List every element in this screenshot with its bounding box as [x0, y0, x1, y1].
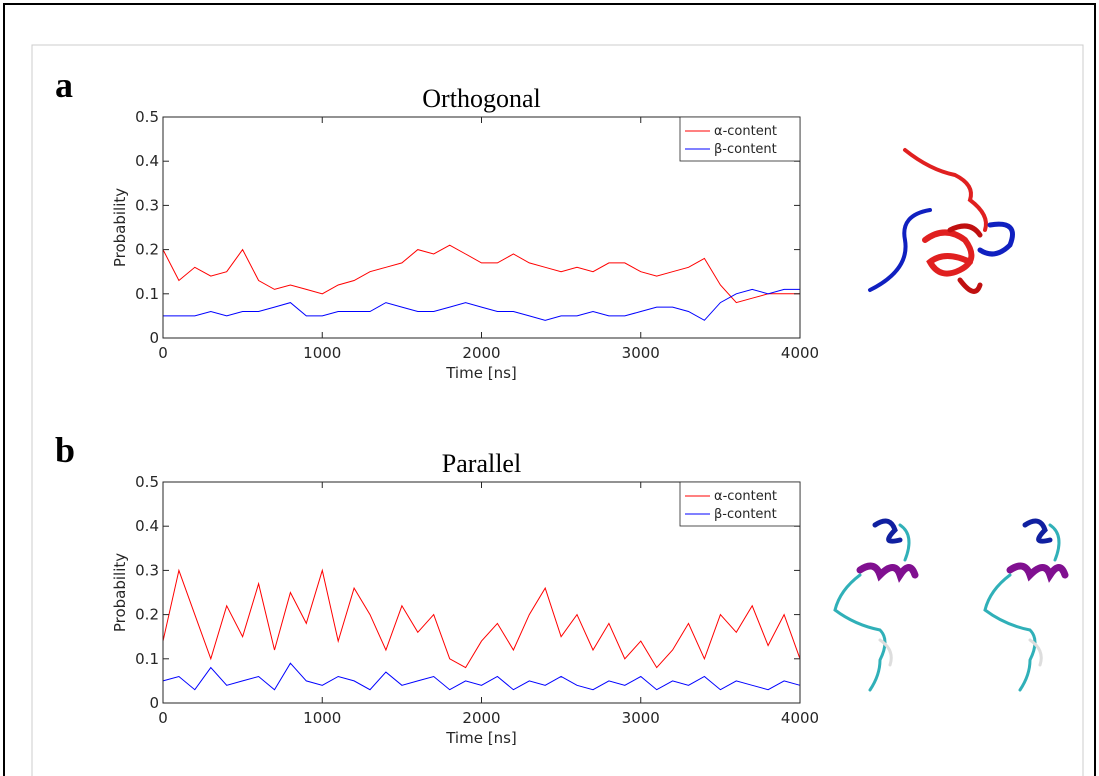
y-tick-label: 0.3	[135, 196, 159, 214]
panel-label: b	[55, 430, 75, 470]
x-tick-label: 4000	[781, 709, 819, 727]
y-tick-label: 0	[149, 694, 159, 712]
x-tick-label: 3000	[622, 709, 660, 727]
y-tick-label: 0.4	[135, 152, 159, 170]
x-axis-label: Time [ns]	[445, 364, 517, 382]
x-tick-label: 2000	[462, 344, 500, 362]
y-tick-label: 0.2	[135, 606, 159, 624]
y-tick-label: 0.4	[135, 517, 159, 535]
legend-box	[679, 481, 801, 527]
y-axis-label: Probability	[111, 188, 129, 267]
x-tick-label: 1000	[303, 709, 341, 727]
y-tick-label: 0.2	[135, 241, 159, 259]
series-line	[162, 568, 801, 669]
legend-label: α-content	[714, 489, 777, 504]
outer-frame	[3, 3, 1096, 776]
y-tick-label: 0.3	[135, 561, 159, 579]
panel-label: a	[55, 65, 73, 105]
series-line	[163, 288, 800, 321]
molecule-b	[833, 518, 1069, 692]
y-tick-label: 0.1	[135, 285, 159, 303]
x-tick-label: 0	[158, 344, 168, 362]
y-tick-label: 0.5	[135, 473, 159, 491]
series-line	[162, 244, 800, 304]
panel-frame	[31, 44, 1084, 776]
legend-label: β-content	[714, 507, 777, 522]
legend-box	[679, 116, 801, 162]
y-tick-label: 0.5	[135, 108, 159, 126]
x-tick-label: 2000	[462, 709, 500, 727]
legend-label: α-content	[714, 124, 777, 139]
molecule-a	[868, 148, 1015, 294]
x-tick-label: 4000	[781, 344, 819, 362]
chart-title: Parallel	[442, 449, 521, 478]
x-tick-label: 0	[158, 709, 168, 727]
chart-title: Orthogonal	[422, 84, 540, 113]
x-axis-label: Time [ns]	[445, 729, 517, 747]
x-tick-label: 1000	[303, 344, 341, 362]
y-tick-label: 0.1	[135, 650, 159, 668]
y-axis-label: Probability	[111, 553, 129, 632]
y-tick-label: 0	[149, 329, 159, 347]
series-line	[162, 662, 801, 691]
legend-label: β-content	[714, 142, 777, 157]
x-tick-label: 3000	[622, 344, 660, 362]
